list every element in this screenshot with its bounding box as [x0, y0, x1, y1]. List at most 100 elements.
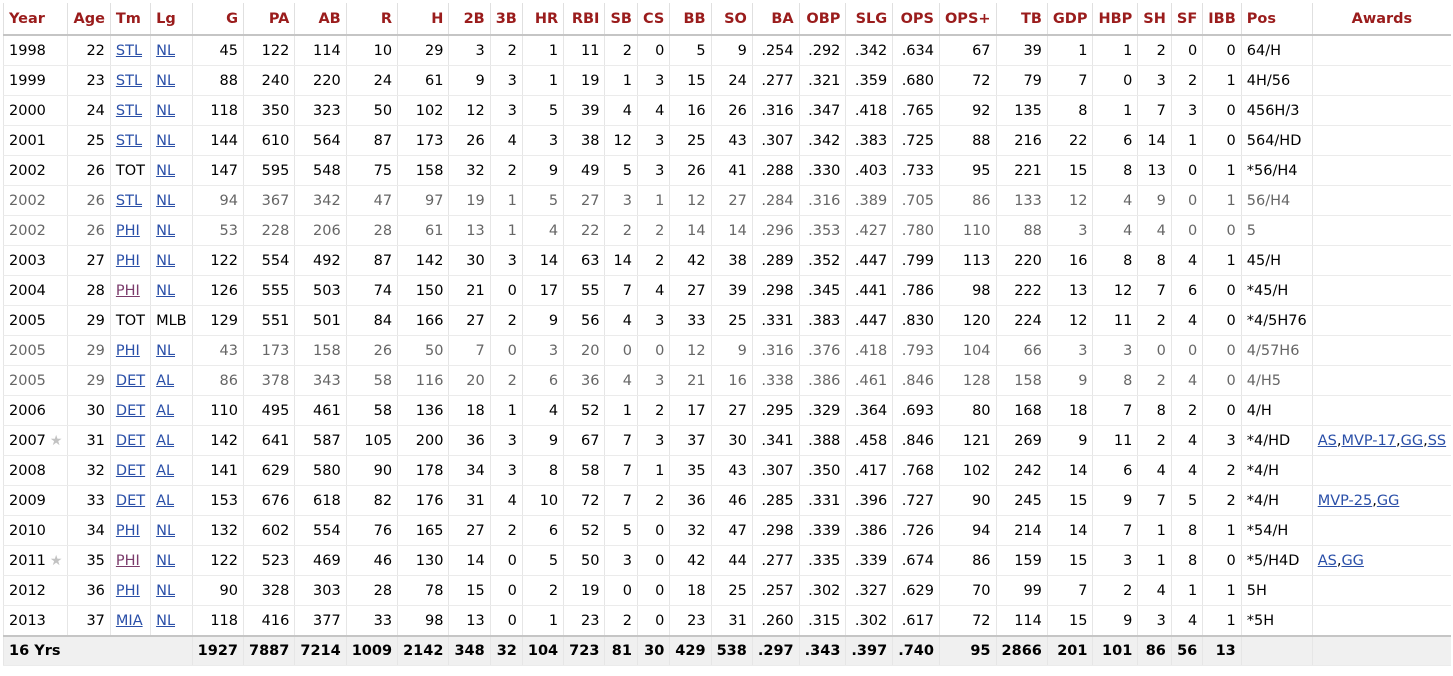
- stat-cell: 90: [938, 485, 997, 516]
- column-header-age[interactable]: Age: [67, 3, 111, 36]
- stat-cell: 76: [345, 515, 398, 546]
- league-link[interactable]: AL: [156, 432, 175, 449]
- league-link[interactable]: NL: [156, 582, 176, 599]
- column-header-so[interactable]: SO: [710, 3, 753, 36]
- stat-cell: 7: [604, 275, 638, 306]
- stat-cell: 12: [1046, 305, 1093, 336]
- stat-cell: 27: [710, 395, 753, 426]
- stat-cell: 26: [710, 95, 753, 126]
- league-link[interactable]: AL: [156, 492, 175, 509]
- column-header-hbp[interactable]: HBP: [1092, 3, 1138, 36]
- team-link[interactable]: STL: [115, 132, 143, 149]
- league-link[interactable]: AL: [156, 372, 175, 389]
- league-link[interactable]: NL: [156, 342, 176, 359]
- stat-cell: .427: [845, 215, 893, 246]
- column-header-sh[interactable]: SH: [1137, 3, 1172, 36]
- column-header-slg[interactable]: SLG: [845, 3, 893, 36]
- column-header-tm[interactable]: Tm: [109, 3, 151, 36]
- team-link[interactable]: PHI: [115, 222, 140, 239]
- stat-cell: 87: [345, 245, 398, 276]
- column-header-lg[interactable]: Lg: [150, 3, 193, 36]
- team-link[interactable]: DET: [115, 372, 146, 389]
- stat-cell: 1: [1092, 35, 1138, 66]
- award-link[interactable]: SS: [1427, 432, 1447, 449]
- team-link[interactable]: STL: [115, 192, 143, 209]
- team-link[interactable]: PHI: [115, 582, 140, 599]
- league-link[interactable]: NL: [156, 72, 176, 89]
- stat-cell: 2: [1137, 425, 1172, 456]
- column-header-hr[interactable]: HR: [521, 3, 564, 36]
- league-link[interactable]: AL: [156, 462, 175, 479]
- column-header-h[interactable]: H: [397, 3, 449, 36]
- column-header-pos[interactable]: Pos: [1240, 3, 1313, 36]
- league-link[interactable]: NL: [156, 102, 176, 119]
- league-link[interactable]: NL: [156, 222, 176, 239]
- stat-cell: 503: [294, 275, 347, 306]
- award-link[interactable]: AS: [1317, 552, 1337, 569]
- stat-cell: 176: [397, 485, 449, 516]
- column-header-year[interactable]: Year: [2, 3, 68, 36]
- stat-cell: 53: [191, 215, 244, 246]
- column-header-2b[interactable]: 2B: [448, 3, 491, 36]
- team-link[interactable]: DET: [115, 432, 146, 449]
- stat-cell: 1: [1202, 575, 1242, 606]
- column-header-sf[interactable]: SF: [1170, 3, 1203, 36]
- league-link[interactable]: NL: [156, 252, 176, 269]
- column-header-pa[interactable]: PA: [242, 3, 295, 36]
- career-stat-cell: 723: [563, 635, 605, 666]
- team-link[interactable]: PHI: [115, 282, 140, 299]
- column-header-ops-plus[interactable]: OPS+: [938, 3, 997, 36]
- stat-cell: 90: [191, 575, 244, 606]
- award-link[interactable]: AS: [1317, 432, 1337, 449]
- team-link[interactable]: MIA: [115, 612, 143, 629]
- column-header-ba[interactable]: BA: [751, 3, 800, 36]
- league-link[interactable]: NL: [156, 522, 176, 539]
- column-header-rbi[interactable]: RBI: [563, 3, 605, 36]
- league-link[interactable]: AL: [156, 402, 175, 419]
- team-link[interactable]: PHI: [115, 552, 140, 569]
- stat-cell: 21: [669, 365, 712, 396]
- stat-cell: 58: [345, 365, 398, 396]
- column-header-ibb[interactable]: IBB: [1202, 3, 1242, 36]
- team-link[interactable]: PHI: [115, 342, 140, 359]
- league-link[interactable]: NL: [156, 132, 176, 149]
- column-header-bb[interactable]: BB: [669, 3, 712, 36]
- league-link[interactable]: NL: [156, 552, 176, 569]
- column-header-awards[interactable]: Awards: [1311, 3, 1452, 36]
- league-link[interactable]: NL: [156, 192, 176, 209]
- league-cell: NL: [150, 605, 193, 637]
- stat-cell: 1: [1092, 95, 1138, 126]
- team-link[interactable]: DET: [115, 402, 146, 419]
- award-link[interactable]: MVP-25: [1317, 492, 1373, 509]
- league-cell: AL: [150, 395, 193, 426]
- column-header-sb[interactable]: SB: [604, 3, 638, 36]
- league-link[interactable]: NL: [156, 42, 176, 59]
- league-link[interactable]: NL: [156, 612, 176, 629]
- team-link[interactable]: DET: [115, 492, 146, 509]
- year-value: 2008: [9, 462, 46, 479]
- award-link[interactable]: GG: [1376, 492, 1400, 509]
- team-link[interactable]: PHI: [115, 252, 140, 269]
- award-link[interactable]: MVP-17: [1341, 432, 1396, 449]
- column-header-tb[interactable]: TB: [995, 3, 1048, 36]
- column-header-gdp[interactable]: GDP: [1046, 3, 1093, 36]
- column-header-cs[interactable]: CS: [636, 3, 670, 36]
- stat-cell: 3: [636, 65, 670, 96]
- stat-cell: 80: [938, 395, 997, 426]
- league-link[interactable]: NL: [156, 282, 176, 299]
- column-header-ops[interactable]: OPS: [892, 3, 940, 36]
- team-link[interactable]: STL: [115, 72, 143, 89]
- team-link[interactable]: PHI: [115, 522, 140, 539]
- team-link[interactable]: DET: [115, 462, 146, 479]
- award-link[interactable]: GG: [1400, 432, 1424, 449]
- column-header-g[interactable]: G: [191, 3, 244, 36]
- team-link[interactable]: STL: [115, 102, 143, 119]
- column-header-ab[interactable]: AB: [294, 3, 347, 36]
- column-header-obp[interactable]: OBP: [798, 3, 846, 36]
- team-link[interactable]: STL: [115, 42, 143, 59]
- column-header-3b[interactable]: 3B: [489, 3, 523, 36]
- award-link[interactable]: GG: [1341, 552, 1364, 569]
- league-link[interactable]: NL: [156, 162, 176, 179]
- stat-cell: 8: [1170, 515, 1203, 546]
- column-header-r[interactable]: R: [345, 3, 398, 36]
